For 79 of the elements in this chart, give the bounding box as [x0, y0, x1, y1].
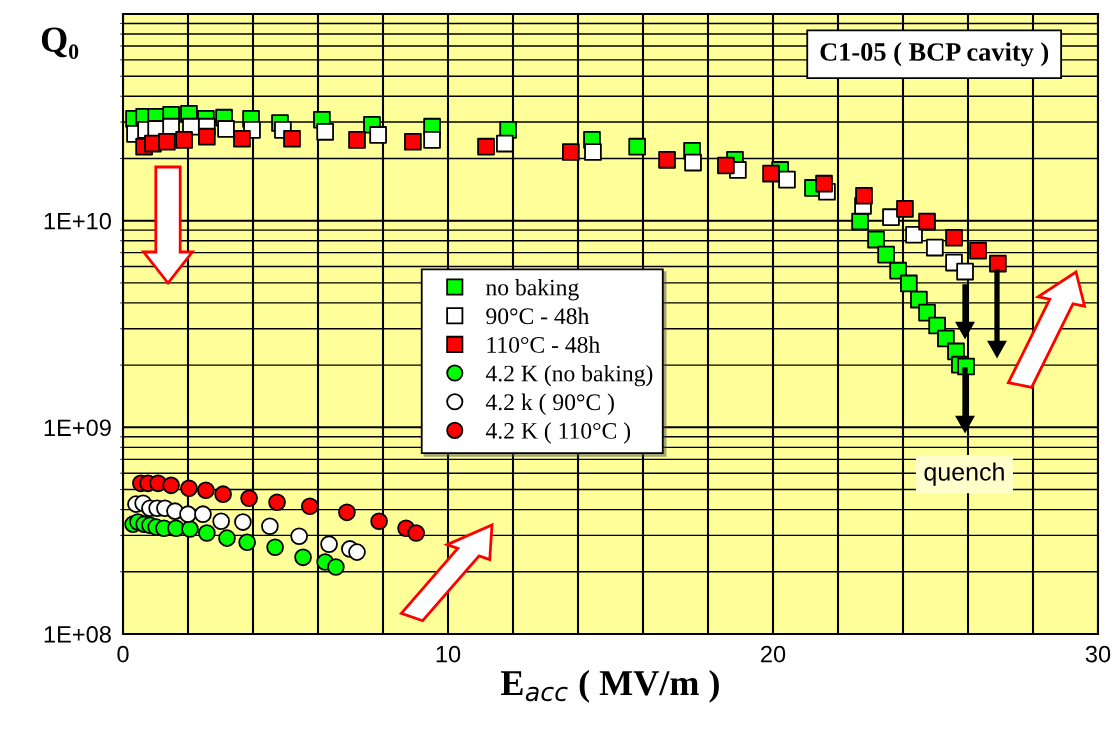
point [348, 131, 366, 149]
point [684, 153, 702, 172]
point [905, 225, 923, 244]
point [234, 513, 252, 531]
point [268, 493, 286, 512]
point [423, 131, 441, 149]
y-tick-label: 1E+10 [44, 212, 111, 230]
point [214, 485, 232, 503]
point [969, 241, 987, 260]
point [562, 143, 580, 161]
x-tick-label: 10 [436, 645, 461, 663]
point [167, 519, 185, 538]
point [301, 497, 319, 516]
point [181, 520, 199, 538]
point [233, 129, 251, 148]
text: C1-05 ( BCP cavity ) [820, 42, 1049, 67]
point [180, 479, 198, 498]
point [867, 230, 885, 249]
point [240, 489, 258, 508]
point [945, 228, 963, 247]
point [320, 535, 338, 554]
point [956, 262, 974, 281]
point [896, 200, 914, 218]
point [918, 212, 936, 231]
point [584, 143, 602, 161]
point [290, 527, 308, 546]
point [179, 505, 197, 524]
point [162, 476, 180, 495]
point [198, 127, 216, 146]
point [197, 481, 215, 500]
point [477, 137, 495, 156]
point [218, 529, 236, 547]
point [198, 524, 216, 542]
annotation: quench [924, 462, 1004, 486]
point [900, 274, 918, 293]
legend-label: 110°C - 48h [487, 336, 600, 353]
point [175, 131, 193, 149]
legend-label: no baking [486, 278, 579, 301]
point [717, 156, 735, 175]
point [348, 543, 366, 561]
point [266, 538, 284, 557]
point [369, 126, 387, 144]
point [815, 174, 833, 193]
point [762, 164, 780, 183]
point [158, 132, 176, 151]
x-tick-label: 30 [1085, 645, 1111, 663]
point [889, 261, 907, 280]
y-tick-label: 1E+09 [44, 419, 111, 437]
y-axis-title: Q₀ [41, 27, 79, 59]
point [294, 548, 312, 567]
point [238, 533, 256, 552]
legend-label: 90°C - 48h [486, 307, 590, 325]
point [338, 503, 356, 522]
point [370, 512, 388, 531]
point [926, 238, 944, 257]
point [628, 137, 646, 156]
point [407, 524, 425, 542]
point [212, 512, 230, 531]
point [778, 170, 796, 189]
point [877, 245, 895, 264]
point [989, 254, 1007, 273]
x-axis-title: E$_{acc}$ ( MV/m ) [500, 669, 719, 703]
x-tick-label: 20 [761, 645, 786, 663]
point [217, 120, 235, 138]
legend-label: 4.2 k ( 90°C ) [485, 393, 614, 415]
x-tick-label: 0 [117, 645, 129, 663]
point [658, 150, 676, 169]
point [855, 186, 873, 205]
point [261, 517, 279, 536]
y-tick-label: 1E+08 [44, 626, 111, 643]
point [327, 558, 345, 576]
legend-label: 4.2 K ( 110°C ) [485, 422, 631, 444]
point [316, 123, 334, 141]
legend-label: 4.2 K (no baking) [485, 364, 653, 387]
point [283, 129, 301, 148]
point [194, 505, 212, 524]
point [851, 212, 869, 231]
point [496, 134, 514, 153]
point [404, 132, 422, 151]
